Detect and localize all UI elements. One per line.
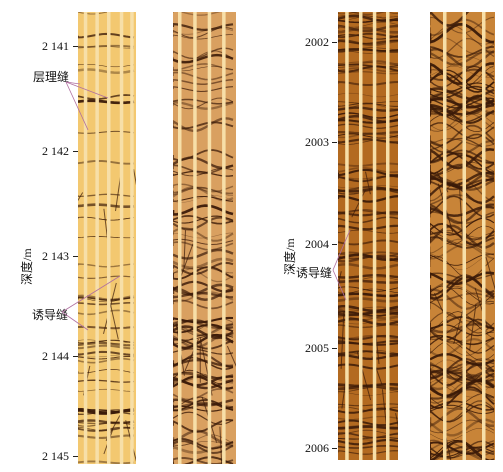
right-depth-tick <box>332 348 337 349</box>
left-depth-tick-label: 2 145 <box>42 449 69 463</box>
left-depth-tick <box>73 46 78 47</box>
right-static-image-strip <box>338 12 398 460</box>
right-depth-tick-label: 2002 <box>305 35 329 49</box>
right-depth-tick <box>332 448 337 449</box>
left-depth-tick-label: 2 142 <box>42 144 69 158</box>
right-depth-tick-label: 2006 <box>305 441 329 455</box>
left-depth-tick-label: 2 144 <box>42 349 69 363</box>
right-depth-tick-label: 2003 <box>305 135 329 149</box>
left-depth-tick <box>73 151 78 152</box>
right-dynamic-image-strip <box>430 12 495 460</box>
left-depth-axis-label: 深度/m <box>20 248 34 285</box>
left-static-image-strip <box>78 12 136 464</box>
right-depth-tick <box>332 244 337 245</box>
left-depth-tick <box>73 256 78 257</box>
right-depth-tick <box>332 142 337 143</box>
induced-fracture-annotation-right: 诱导缝 <box>296 266 333 280</box>
induced-fracture-annotation-left: 诱导缝 <box>32 308 69 322</box>
bedding-fracture-annotation: 层理缝 <box>33 70 70 84</box>
right-depth-tick-label: 2005 <box>305 341 329 355</box>
right-depth-tick <box>332 42 337 43</box>
right-depth-tick-label: 2004 <box>305 237 329 251</box>
left-depth-tick-label: 2 141 <box>42 39 69 53</box>
left-dynamic-image-strip <box>173 12 236 464</box>
left-depth-tick <box>73 356 78 357</box>
left-depth-tick-label: 2 143 <box>42 249 69 263</box>
left-depth-tick <box>73 456 78 457</box>
